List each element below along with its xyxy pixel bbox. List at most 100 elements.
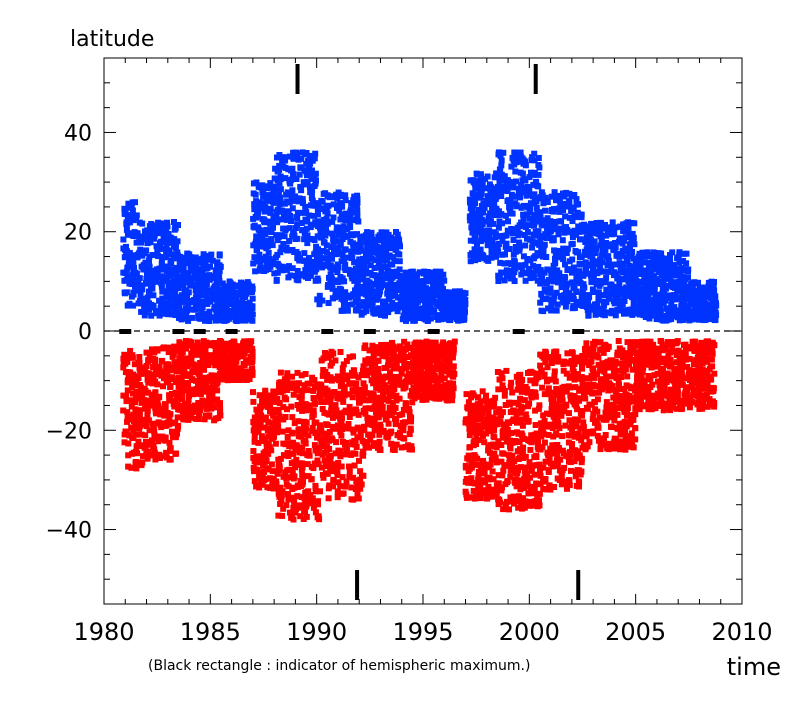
- data-point-south: [150, 393, 157, 400]
- data-point-north: [560, 207, 567, 214]
- data-point-north: [179, 292, 185, 299]
- data-point-north: [304, 240, 311, 247]
- data-point-north: [601, 302, 608, 308]
- data-point-north: [551, 189, 558, 196]
- data-point-south: [135, 359, 142, 366]
- data-point-south: [314, 457, 321, 464]
- data-point-south: [328, 407, 335, 414]
- data-point-south: [178, 375, 185, 382]
- data-point-south: [324, 372, 331, 378]
- data-point-south: [168, 376, 175, 383]
- data-point-north: [545, 305, 551, 312]
- data-point-north: [230, 291, 237, 298]
- data-point-north: [671, 292, 678, 299]
- data-point-south: [164, 370, 171, 377]
- data-point-south: [290, 391, 297, 398]
- data-point-south: [158, 368, 165, 375]
- data-point-north: [584, 242, 591, 249]
- data-point-south: [268, 435, 275, 442]
- data-point-north: [499, 238, 506, 244]
- data-point-south: [201, 377, 208, 384]
- data-point-north: [555, 205, 562, 212]
- data-point-south: [124, 358, 131, 365]
- data-point-north: [562, 288, 569, 295]
- data-point-north: [371, 265, 378, 271]
- data-point-north: [477, 238, 484, 245]
- data-point-north: [611, 230, 618, 237]
- data-point-north: [531, 200, 538, 207]
- data-point-north: [676, 259, 683, 266]
- data-point-south: [310, 395, 317, 401]
- data-point-south: [314, 514, 321, 521]
- data-point-north: [418, 297, 424, 304]
- data-point-south: [273, 427, 280, 434]
- data-point-south: [289, 467, 296, 473]
- data-point-north: [163, 223, 170, 229]
- data-point-north: [530, 181, 537, 188]
- data-point-north: [267, 205, 274, 212]
- data-point-north: [413, 299, 420, 305]
- data-point-south: [281, 394, 288, 401]
- data-point-north: [695, 315, 702, 322]
- data-point-north: [191, 258, 198, 265]
- data-point-north: [127, 253, 134, 260]
- data-point-north: [316, 263, 323, 269]
- data-point-north: [563, 189, 570, 196]
- data-point-north: [395, 240, 402, 247]
- data-point-north: [159, 245, 166, 252]
- data-point-south: [349, 426, 356, 433]
- data-point-north: [471, 246, 478, 253]
- data-point-north: [466, 196, 473, 203]
- data-point-north: [617, 235, 624, 242]
- data-point-north: [146, 269, 153, 275]
- data-point-south: [150, 425, 157, 432]
- data-point-north: [402, 286, 409, 293]
- data-point-north: [645, 279, 652, 286]
- data-point-north: [317, 254, 323, 261]
- data-point-north: [550, 278, 557, 285]
- data-point-north: [130, 276, 137, 283]
- data-point-north: [281, 233, 288, 240]
- data-point-north: [553, 197, 559, 204]
- data-point-south: [221, 366, 228, 373]
- data-point-north: [427, 304, 433, 311]
- data-point-north: [614, 250, 621, 257]
- data-point-south: [259, 398, 266, 405]
- data-point-north: [128, 201, 135, 208]
- data-point-south: [251, 478, 258, 485]
- data-point-south: [254, 482, 261, 489]
- data-point-south: [272, 407, 279, 414]
- data-point-north: [354, 196, 361, 203]
- data-point-south: [121, 439, 128, 446]
- data-point-north: [171, 283, 178, 290]
- data-point-north: [702, 300, 709, 307]
- data-point-south: [335, 479, 342, 486]
- data-point-north: [224, 300, 231, 307]
- data-point-north: [138, 296, 145, 302]
- data-point-north: [294, 209, 301, 216]
- data-point-south: [178, 360, 185, 367]
- data-point-south: [262, 454, 269, 461]
- data-point-south: [185, 400, 191, 407]
- data-point-north: [453, 312, 459, 319]
- data-point-north: [227, 308, 234, 315]
- data-point-north: [529, 154, 536, 161]
- data-point-north: [692, 306, 699, 313]
- data-point-north: [617, 276, 624, 283]
- data-point-south: [357, 432, 364, 439]
- data-point-south: [275, 490, 282, 497]
- data-point-north: [390, 254, 397, 261]
- data-point-south: [273, 416, 280, 422]
- data-point-north: [474, 255, 481, 262]
- data-point-north: [478, 216, 485, 223]
- data-point-north: [602, 279, 609, 286]
- data-point-south: [154, 347, 161, 354]
- data-point-north: [562, 213, 569, 220]
- data-point-north: [650, 285, 657, 292]
- data-point-north: [254, 208, 261, 215]
- data-point-north: [550, 298, 557, 305]
- data-point-north: [203, 281, 210, 288]
- data-point-north: [265, 184, 272, 191]
- data-point-north: [342, 192, 349, 199]
- data-point-south: [164, 344, 171, 351]
